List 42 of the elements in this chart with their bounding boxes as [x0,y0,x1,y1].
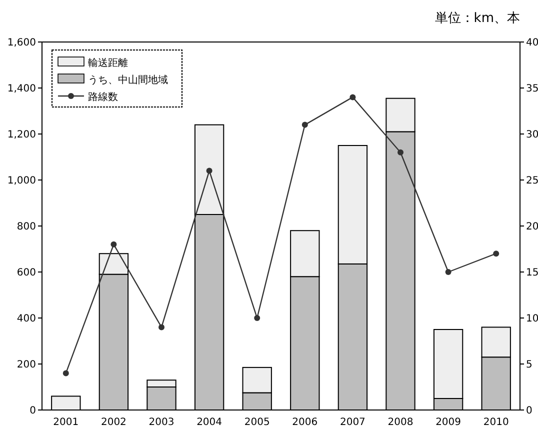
y-tick-label: 1,600 [7,38,36,48]
y2-tick-label: 30 [526,130,538,140]
legend-label: 輸送距離 [88,57,128,69]
x-tick-label: 2008 [388,417,414,428]
y-tick-label: 1,000 [7,176,36,186]
y-tick-label: 600 [16,268,36,278]
y2-tick-label: 25 [526,176,538,186]
point [302,122,308,128]
point [254,315,260,321]
point [62,370,69,376]
legend-label: 路線数 [88,91,118,103]
y2-tick-label: 40 [526,38,538,48]
x-tick-label: 2001 [53,417,79,428]
x-tick-label: 2010 [483,417,509,428]
y2-tick-label: 0 [526,406,532,416]
y2-tick-label: 5 [526,360,532,370]
x-tick-label: 2009 [436,417,462,428]
y-tick-label: 0 [30,406,36,416]
y-tick-label: 400 [16,314,36,324]
legend-label: うち、中山間地域 [88,74,168,86]
point [206,168,212,174]
point [445,269,452,275]
y2-tick-label: 35 [526,84,538,94]
x-tick-label: 2002 [100,417,126,428]
x-tick-label: 2005 [244,417,270,428]
text: 単位：km、本 [434,11,520,26]
y-tick-label: 1,200 [7,130,36,140]
y-tick-label: 200 [16,360,36,370]
point [110,241,117,248]
x-tick-label: 2003 [148,417,174,428]
point [398,149,404,156]
x-tick-label: 2004 [196,417,222,428]
point [350,94,356,100]
y-tick-label: 1,400 [7,84,36,94]
x-tick-label: 2007 [340,417,366,428]
point [493,250,500,257]
y-tick-label: 800 [16,222,36,232]
y2-tick-label: 10 [526,314,538,324]
point [158,324,164,330]
x-tick-label: 2006 [292,417,318,428]
y2-tick-label: 20 [526,222,538,232]
y2-tick-label: 15 [526,268,538,278]
